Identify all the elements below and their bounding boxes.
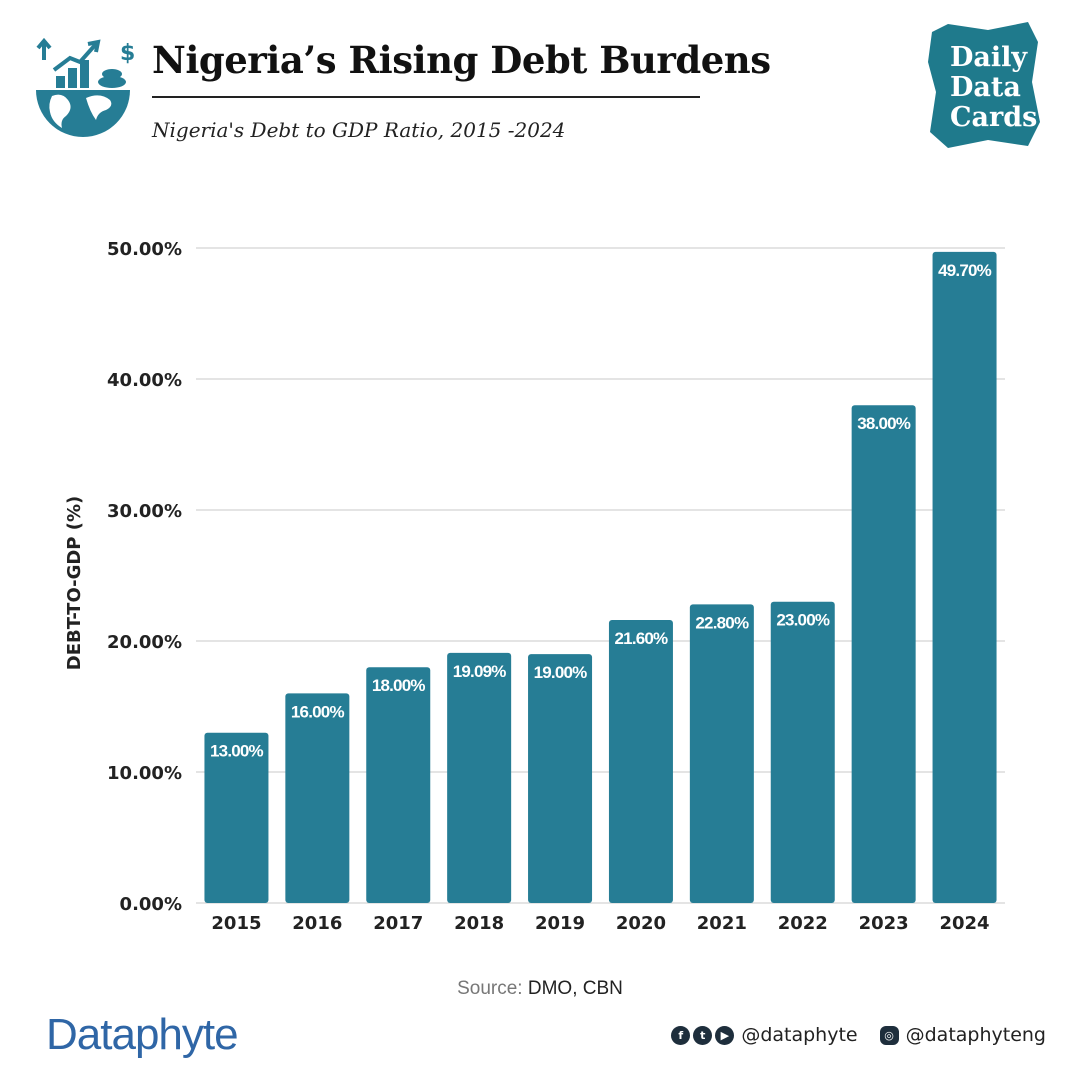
source-text: DMO, CBN xyxy=(527,978,623,999)
x-tick-label: 2021 xyxy=(697,913,747,934)
bar-2021 xyxy=(689,604,754,903)
handle-dataphyteng[interactable]: @dataphyteng xyxy=(905,1024,1046,1046)
bar-2024 xyxy=(932,251,997,903)
bar-2017 xyxy=(366,667,431,903)
bar-2018 xyxy=(447,652,512,903)
data-label: 38.00% xyxy=(857,414,911,433)
data-label: 16.00% xyxy=(291,702,345,721)
x-tick-label: 2017 xyxy=(373,913,423,934)
x-tick-label: 2022 xyxy=(778,913,828,934)
x-tick-label: 2018 xyxy=(454,913,504,934)
youtube-icon[interactable]: ▶ xyxy=(715,1025,735,1045)
data-label: 19.09% xyxy=(453,662,507,681)
x-tick-label: 2016 xyxy=(292,913,342,934)
instagram-icon[interactable]: ◎ xyxy=(879,1025,899,1045)
debt-to-gdp-bar-chart: 13.00% 16.00% 18.00% 19.09% 19.00% 21.60% 22.8… xyxy=(64,239,1005,934)
svg-text:$: $ xyxy=(120,41,135,66)
y-tick-label: 20.00% xyxy=(107,632,182,653)
bar-2015 xyxy=(204,732,269,903)
svg-text:Cards: Cards xyxy=(950,102,1037,133)
facebook-icon[interactable]: f xyxy=(671,1025,691,1045)
dataphyte-logo: Dataphyte xyxy=(46,1010,239,1059)
source-label: Source: xyxy=(457,978,523,999)
y-axis-label: DEBT-TO-GDP (%) xyxy=(64,496,85,670)
y-tick-label: 30.00% xyxy=(107,501,182,522)
bar-2023 xyxy=(851,405,916,903)
x-tick-label: 2015 xyxy=(211,913,261,934)
handle-dataphyte[interactable]: @dataphyte xyxy=(741,1024,858,1046)
svg-text:Daily: Daily xyxy=(950,42,1028,73)
x-tick-label: 2019 xyxy=(535,913,585,934)
data-label: 49.70% xyxy=(938,261,992,280)
data-label: 22.80% xyxy=(695,613,749,632)
daily-data-cards-logo: Daily Data Cards xyxy=(928,22,1040,148)
data-label: 23.00% xyxy=(776,611,830,630)
y-tick-label: 0.00% xyxy=(120,894,182,915)
svg-text:Data: Data xyxy=(950,72,1021,103)
globe-growth-icon: $ xyxy=(36,37,135,137)
x-tick-label: 2020 xyxy=(616,913,666,934)
y-tick-label: 10.00% xyxy=(107,763,182,784)
bar-2022 xyxy=(770,601,835,903)
data-label: 13.00% xyxy=(210,742,264,761)
x-tick-label: 2024 xyxy=(939,913,989,934)
y-tick-label: 40.00% xyxy=(107,370,182,391)
bar-2020 xyxy=(608,620,673,903)
chart-title: Nigeria’s Rising Debt Burdens xyxy=(152,38,771,82)
title-divider xyxy=(152,96,700,98)
chart-subtitle: Nigeria's Debt to GDP Ratio, 2015 -2024 xyxy=(152,118,566,142)
data-label: 19.00% xyxy=(534,663,588,682)
data-label: 18.00% xyxy=(372,676,426,695)
source-line: Source: DMO, CBN xyxy=(0,978,1080,1000)
data-label: 21.60% xyxy=(615,629,669,648)
bar-2016 xyxy=(285,693,350,903)
twitter-icon[interactable]: t xyxy=(693,1025,713,1045)
x-tick-label: 2023 xyxy=(859,913,909,934)
y-tick-label: 50.00% xyxy=(107,239,182,260)
bar-2019 xyxy=(528,654,593,903)
social-handles: f t ▶ @dataphyte ◎ @dataphyteng xyxy=(671,1024,1046,1046)
